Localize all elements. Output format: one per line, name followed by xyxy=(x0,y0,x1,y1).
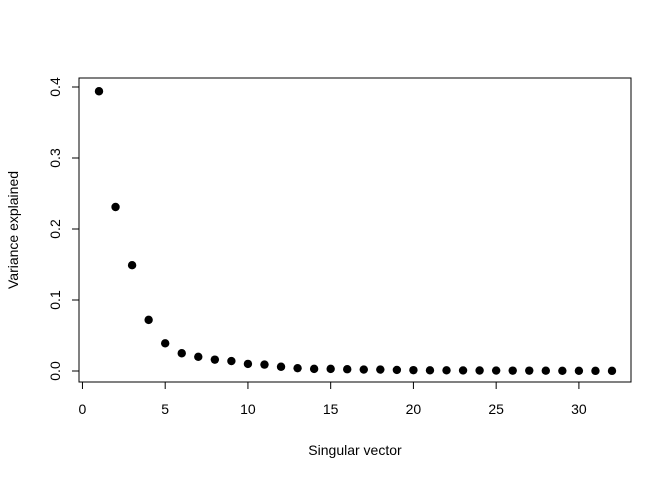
data-point xyxy=(475,366,484,375)
data-point xyxy=(260,360,269,369)
data-point xyxy=(276,362,286,371)
data-point xyxy=(177,349,186,358)
x-tick-label: 30 xyxy=(571,401,587,417)
data-point xyxy=(293,363,302,373)
data-point xyxy=(541,366,551,375)
data-point xyxy=(458,366,468,375)
data-point xyxy=(409,365,418,375)
x-axis: 0 5 10 15 20 25 30 xyxy=(79,381,587,417)
data-point xyxy=(425,366,435,375)
x-axis-title: Singular vector xyxy=(308,442,402,458)
plot-frame xyxy=(78,77,632,383)
data-point xyxy=(491,366,501,375)
y-tick-label: 0.3 xyxy=(47,148,63,168)
data-point xyxy=(376,365,385,374)
x-tick-label: 5 xyxy=(161,401,169,417)
y-axis-title: Variance explained xyxy=(5,171,21,289)
y-tick-label: 0.1 xyxy=(47,290,63,310)
data-point xyxy=(591,366,600,376)
data-point xyxy=(227,356,236,366)
x-tick-label: 20 xyxy=(406,401,422,417)
x-tick-label: 0 xyxy=(79,401,87,417)
x-tick-label: 15 xyxy=(323,401,339,417)
data-point xyxy=(442,366,451,375)
data-point xyxy=(144,315,153,325)
y-tick-label: 0.0 xyxy=(47,361,63,381)
data-point xyxy=(94,87,104,96)
data-point xyxy=(309,364,319,374)
data-point xyxy=(525,366,534,375)
data-point xyxy=(194,352,203,361)
x-tick-label: 25 xyxy=(488,401,504,417)
data-point xyxy=(210,355,220,364)
data-point xyxy=(607,366,617,376)
data-point xyxy=(326,364,335,374)
data-points xyxy=(94,87,617,376)
data-point xyxy=(558,366,567,375)
data-point xyxy=(392,365,402,375)
data-point xyxy=(359,365,368,374)
data-point xyxy=(243,359,253,369)
y-tick-label: 0.4 xyxy=(47,77,63,97)
data-point xyxy=(343,365,352,374)
data-point xyxy=(508,366,517,375)
data-point xyxy=(574,366,584,375)
y-axis: 0.0 0.1 0.2 0.3 0.4 xyxy=(47,77,80,381)
x-tick-label: 10 xyxy=(240,401,256,417)
data-point xyxy=(127,261,137,270)
data-point xyxy=(111,202,120,212)
y-tick-label: 0.2 xyxy=(47,219,63,239)
data-point xyxy=(160,339,170,348)
